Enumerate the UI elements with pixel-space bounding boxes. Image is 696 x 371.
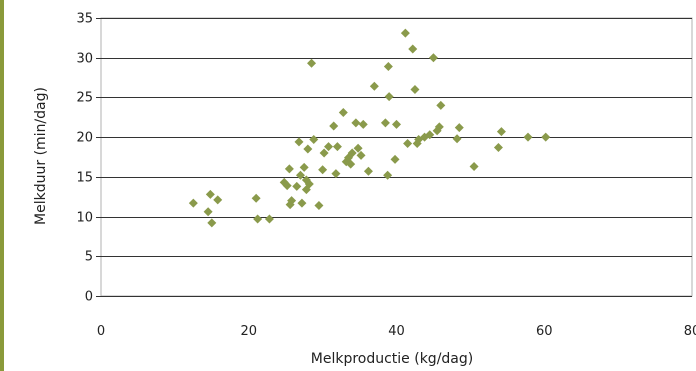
data-point — [297, 198, 307, 208]
y-tick-label: 5 — [85, 250, 93, 265]
data-point — [351, 118, 361, 128]
data-point — [295, 170, 305, 180]
x-axis-title: Melkproductie (kg/dag) — [311, 351, 473, 367]
y-tick-label: 10 — [76, 211, 93, 226]
data-point — [347, 148, 357, 158]
data-point — [338, 108, 348, 118]
data-point — [383, 170, 393, 180]
data-point — [363, 166, 373, 176]
data-point — [541, 132, 551, 142]
data-point — [358, 119, 368, 129]
data-point — [383, 61, 393, 71]
data-point — [213, 195, 223, 205]
data-point — [331, 169, 341, 179]
data-point — [251, 193, 261, 203]
data-point — [425, 130, 435, 140]
data-point — [390, 154, 400, 164]
x-tick-label: 80 — [684, 324, 696, 339]
data-point — [307, 58, 317, 68]
data-point — [356, 150, 366, 160]
y-axis-title: Melkduur (min/dag) — [33, 87, 49, 225]
x-tick-label: 0 — [97, 324, 105, 339]
data-point — [410, 84, 420, 94]
data-point — [454, 123, 464, 133]
data-point — [353, 143, 363, 153]
data-point — [205, 189, 215, 199]
grid-lines — [96, 17, 693, 297]
y-tick-label: 15 — [76, 171, 93, 186]
data-point — [380, 118, 390, 128]
data-point — [287, 196, 297, 206]
data-point — [469, 162, 479, 172]
data-point — [493, 142, 503, 152]
data-point — [428, 53, 438, 63]
data-point — [324, 142, 334, 152]
y-tick-label: 25 — [76, 91, 93, 106]
data-point — [314, 200, 324, 210]
data-point — [329, 121, 339, 131]
data-point — [403, 138, 413, 148]
accent-bar — [0, 0, 4, 371]
data-point — [304, 179, 314, 189]
data-point — [284, 164, 294, 174]
data-point — [392, 119, 401, 129]
data-point — [436, 100, 446, 110]
data-point — [408, 44, 418, 54]
tick-labels: 0 5 10 15 20 25 30 35 0 20 40 60 80 — [76, 12, 696, 340]
data-point — [188, 198, 198, 208]
data-point — [309, 135, 319, 145]
data-point — [434, 122, 444, 132]
data-point — [318, 165, 328, 175]
data-point — [207, 218, 217, 228]
data-point — [282, 181, 292, 191]
y-tick-label: 35 — [76, 12, 93, 27]
data-point — [384, 92, 394, 102]
x-tick-label: 20 — [240, 324, 257, 339]
data-point — [496, 127, 506, 137]
data-point — [319, 148, 329, 158]
data-point — [523, 132, 533, 142]
data-point — [400, 28, 410, 38]
y-tick-label: 30 — [76, 52, 93, 67]
x-tick-label: 40 — [388, 324, 405, 339]
data-point — [452, 134, 462, 144]
data-point — [332, 142, 342, 152]
data-point — [253, 214, 263, 224]
data-point — [292, 181, 302, 191]
data-point — [346, 159, 356, 169]
data-point — [264, 214, 274, 224]
x-tick-label: 60 — [536, 324, 553, 339]
data-point — [369, 81, 379, 91]
data-point — [203, 207, 213, 217]
y-tick-label: 20 — [76, 131, 93, 146]
data-points — [188, 28, 551, 228]
data-point — [303, 144, 313, 154]
data-point — [294, 137, 304, 147]
data-point — [299, 162, 309, 172]
y-tick-label: 0 — [85, 290, 93, 305]
